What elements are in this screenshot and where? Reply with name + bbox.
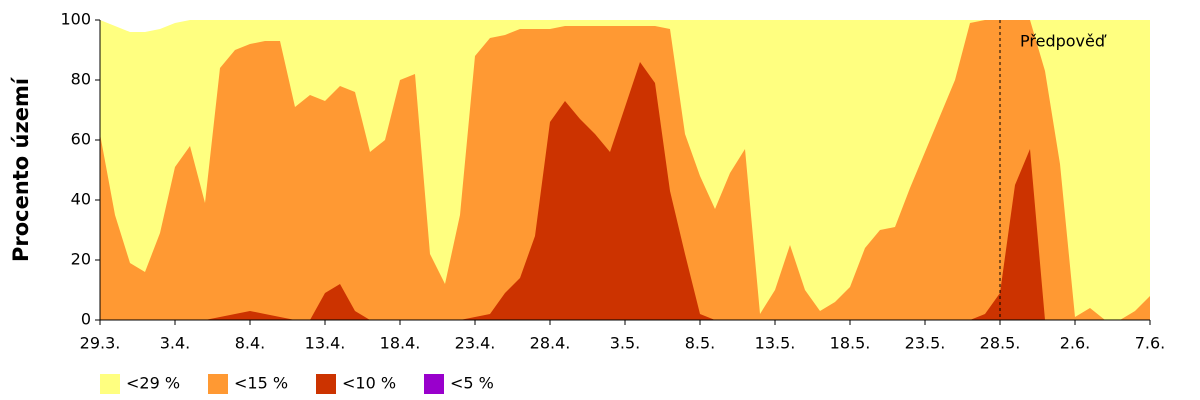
legend-swatch	[100, 374, 120, 394]
annotation: Předpověď	[1020, 32, 1107, 51]
x-tick-label: 3.5.	[610, 334, 641, 353]
x-tick-label: 7.6.	[1135, 334, 1166, 353]
x-tick-label: 13.5.	[755, 334, 796, 353]
x-tick-label: 18.5.	[830, 334, 871, 353]
y-tick-label: 40	[71, 190, 91, 209]
x-tick-label: 23.5.	[905, 334, 946, 353]
x-tick-label: 8.5.	[685, 334, 716, 353]
area	[100, 62, 1150, 320]
legend-swatch	[424, 374, 444, 394]
y-tick-label: 0	[81, 310, 91, 329]
y-tick-label: 80	[71, 70, 91, 89]
legend-swatch	[316, 374, 336, 394]
y-axis-label: Procento území	[9, 76, 33, 262]
legend-label: <10 %	[342, 374, 396, 393]
y-tick-label: 60	[71, 130, 91, 149]
legend-swatch	[208, 374, 228, 394]
x-tick-label: 8.4.	[235, 334, 266, 353]
x-tick-label: 23.4.	[455, 334, 496, 353]
x-tick-label: 2.6.	[1060, 334, 1091, 353]
legend-label: <5 %	[450, 374, 494, 393]
y-tick-label: 20	[71, 250, 91, 269]
x-tick-label: 28.5.	[980, 334, 1021, 353]
legend-label: <15 %	[234, 374, 288, 393]
x-tick-label: 13.4.	[305, 334, 346, 353]
y-tick-label: 100	[60, 10, 91, 29]
x-tick-label: 18.4.	[380, 334, 421, 353]
x-tick-label: 28.4.	[530, 334, 571, 353]
x-tick-label: 3.4.	[160, 334, 191, 353]
x-tick-label: 29.3.	[80, 334, 121, 353]
legend-label: <29 %	[126, 374, 180, 393]
